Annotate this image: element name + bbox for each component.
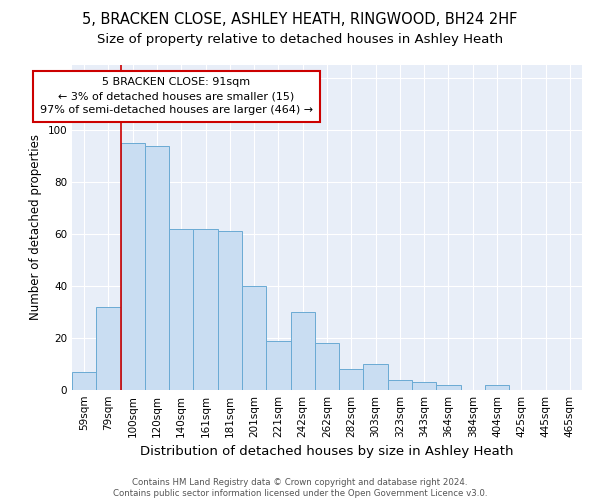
Bar <box>388 380 412 390</box>
Text: 5, BRACKEN CLOSE, ASHLEY HEATH, RINGWOOD, BH24 2HF: 5, BRACKEN CLOSE, ASHLEY HEATH, RINGWOOD… <box>82 12 518 28</box>
Bar <box>218 232 242 390</box>
Text: 5 BRACKEN CLOSE: 91sqm
← 3% of detached houses are smaller (15)
97% of semi-deta: 5 BRACKEN CLOSE: 91sqm ← 3% of detached … <box>40 77 313 115</box>
Bar <box>412 382 436 390</box>
Bar <box>121 143 145 390</box>
Bar <box>436 385 461 390</box>
Bar <box>485 385 509 390</box>
Bar <box>315 343 339 390</box>
X-axis label: Distribution of detached houses by size in Ashley Heath: Distribution of detached houses by size … <box>140 446 514 458</box>
Bar <box>96 307 121 390</box>
Bar <box>72 372 96 390</box>
Y-axis label: Number of detached properties: Number of detached properties <box>29 134 42 320</box>
Bar <box>242 286 266 390</box>
Bar <box>169 229 193 390</box>
Text: Size of property relative to detached houses in Ashley Heath: Size of property relative to detached ho… <box>97 32 503 46</box>
Text: Contains HM Land Registry data © Crown copyright and database right 2024.
Contai: Contains HM Land Registry data © Crown c… <box>113 478 487 498</box>
Bar <box>193 229 218 390</box>
Bar <box>339 369 364 390</box>
Bar <box>290 312 315 390</box>
Bar <box>145 146 169 390</box>
Bar <box>364 364 388 390</box>
Bar <box>266 340 290 390</box>
